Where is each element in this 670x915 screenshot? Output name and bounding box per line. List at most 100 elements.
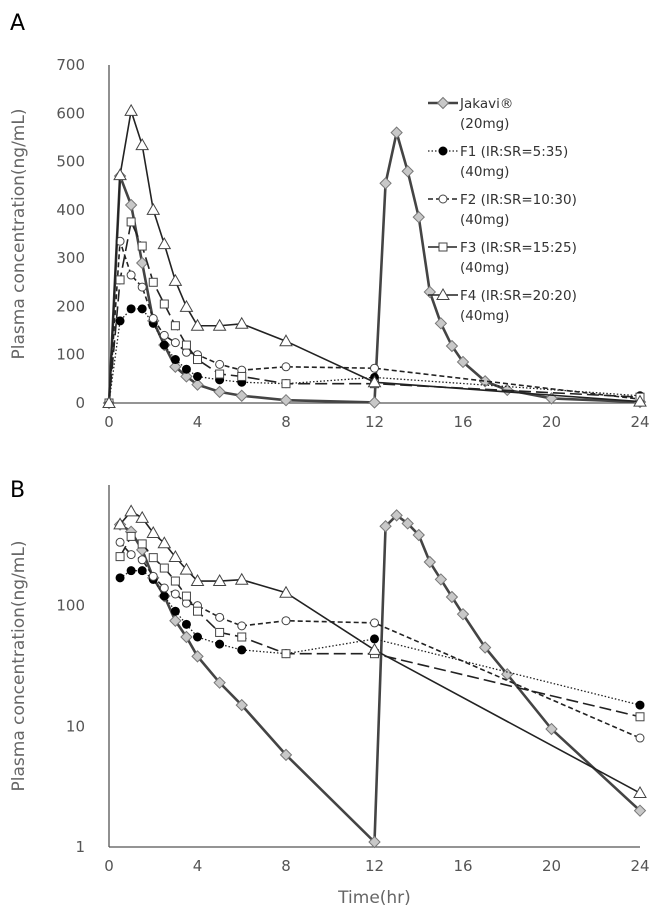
data-point xyxy=(633,394,647,407)
panel-label: A xyxy=(10,11,25,36)
data-point xyxy=(215,639,225,649)
data-point xyxy=(115,552,125,562)
data-point xyxy=(157,536,172,549)
data-point xyxy=(370,363,379,373)
series-line xyxy=(119,513,641,846)
x-tick-label: 0 xyxy=(104,857,114,875)
data-point xyxy=(633,804,647,817)
data-point xyxy=(633,786,647,799)
data-point xyxy=(215,359,225,369)
data-point xyxy=(445,590,459,604)
data-point xyxy=(281,616,291,626)
data-point xyxy=(545,722,558,736)
data-point xyxy=(146,202,161,215)
data-point xyxy=(213,676,226,689)
x-axis-label: Time(hr) xyxy=(337,888,411,908)
x-tick-label: 0 xyxy=(104,413,114,431)
data-point xyxy=(235,698,248,712)
data-point xyxy=(170,576,180,586)
data-point xyxy=(148,553,158,563)
legend-marker xyxy=(438,146,448,156)
data-point xyxy=(137,241,147,251)
data-point xyxy=(237,645,247,655)
series-0 xyxy=(113,509,647,849)
x-tick-label: 8 xyxy=(281,857,291,875)
data-point xyxy=(137,539,147,549)
x-tick-label: 16 xyxy=(453,857,472,875)
legend-label: F3 (IR:SR=15:25) xyxy=(460,240,577,256)
data-point xyxy=(434,317,448,330)
x-tick-label: 24 xyxy=(630,413,649,431)
data-point xyxy=(126,217,136,227)
y-tick-label: 0 xyxy=(75,394,85,412)
data-point xyxy=(237,621,247,631)
data-point xyxy=(635,733,645,743)
legend-label: F4 (IR:SR=20:20) xyxy=(460,288,577,304)
data-point xyxy=(379,520,392,533)
y-axis-label: Plasma concentration(ng/mL) xyxy=(9,109,29,360)
data-point xyxy=(215,612,225,622)
x-tick-label: 24 xyxy=(630,857,649,875)
series-4 xyxy=(113,504,647,799)
data-point xyxy=(169,360,182,373)
legend-label: F1 (IR:SR=5:35) xyxy=(460,144,568,160)
y-axis-label: Plasma concentration(ng/mL) xyxy=(9,541,29,792)
data-point xyxy=(390,126,403,139)
data-point xyxy=(181,591,191,601)
data-point xyxy=(478,375,492,388)
y-tick-label: 600 xyxy=(56,104,85,122)
data-point xyxy=(148,314,158,323)
data-point xyxy=(401,165,414,178)
data-point xyxy=(212,318,227,331)
data-point xyxy=(115,537,125,547)
data-point xyxy=(115,573,125,583)
data-point xyxy=(193,606,202,616)
data-point xyxy=(159,563,169,573)
data-point xyxy=(137,555,147,565)
legend-dose: (40mg) xyxy=(460,260,509,276)
data-point xyxy=(168,550,183,563)
data-point xyxy=(159,591,169,601)
series-line xyxy=(107,132,641,404)
data-point xyxy=(412,528,425,542)
data-point xyxy=(370,618,379,628)
data-point xyxy=(390,509,403,522)
legend-label: Jakavi® xyxy=(459,96,513,112)
data-point xyxy=(635,700,645,710)
data-point xyxy=(235,389,248,402)
series-2 xyxy=(115,537,645,743)
data-point xyxy=(445,339,459,353)
y-tick-label: 10 xyxy=(66,717,85,735)
y-tick-label: 100 xyxy=(56,346,85,364)
data-point xyxy=(368,396,381,409)
data-point xyxy=(367,375,382,388)
y-tick-label: 700 xyxy=(56,56,85,74)
series-3 xyxy=(115,531,645,722)
series-line xyxy=(108,308,641,404)
x-tick-label: 4 xyxy=(193,857,203,875)
data-point xyxy=(124,103,138,116)
data-point xyxy=(135,256,149,270)
data-point xyxy=(190,574,205,587)
y-tick-label: 100 xyxy=(56,597,85,615)
data-point xyxy=(137,304,147,314)
legend: Jakavi® (20mg) F1 (IR:SR=5:35) (40mg) F2 (IR… xyxy=(428,96,577,324)
x-tick-label: 20 xyxy=(542,413,561,431)
data-point xyxy=(181,364,191,374)
y-tick-label: 200 xyxy=(56,297,85,315)
data-point xyxy=(191,650,204,663)
data-point xyxy=(170,338,180,348)
data-point xyxy=(279,585,293,598)
series-4 xyxy=(102,103,647,408)
data-point xyxy=(159,299,169,309)
data-point xyxy=(126,304,136,314)
data-point xyxy=(190,318,205,331)
data-point xyxy=(215,369,225,379)
data-point xyxy=(181,619,191,629)
data-point xyxy=(102,395,116,408)
data-point xyxy=(126,270,136,280)
data-point xyxy=(180,370,193,383)
x-tick-label: 8 xyxy=(281,413,291,431)
data-point xyxy=(370,634,379,644)
data-point xyxy=(412,210,425,224)
